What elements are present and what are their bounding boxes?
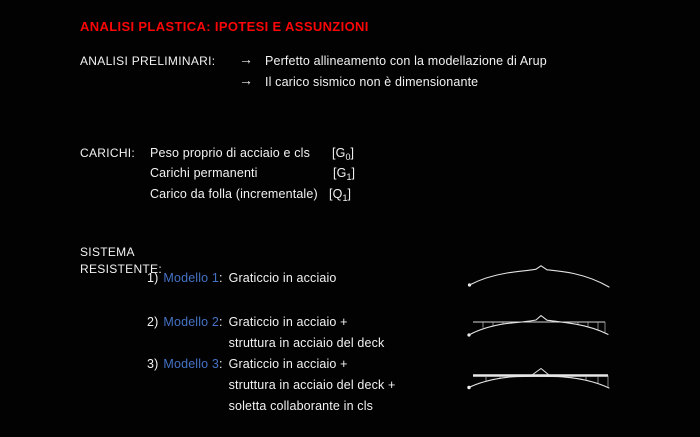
model-line: soletta collaborante in cls — [228, 399, 374, 413]
model-line: struttura in acciaio del deck + — [228, 378, 396, 392]
modello-3-arch-deck-slab-diagram — [467, 367, 610, 390]
load-symbol: [G0] — [332, 146, 355, 162]
preliminari-item: Il carico sismico non è dimensionante — [265, 75, 479, 89]
page-title: ANALISI PLASTICA: IPOTESI E ASSUNZIONI — [80, 19, 369, 34]
carichi-item-text: Carico da folla (incrementale) — [150, 187, 318, 201]
model-number: 2) — [147, 315, 159, 329]
model-line: struttura in acciaio del deck — [228, 336, 385, 350]
model-colon: : — [218, 271, 223, 285]
model-line: Graticcio in acciaio — [228, 271, 337, 285]
preliminari-label: ANALISI PRELIMINARI: — [80, 54, 216, 68]
model-row-1: 1) Modello 1 : Graticcio in acciaio — [147, 268, 337, 289]
model-name: Modello 2 — [163, 315, 219, 329]
model-row-3: 3) Modello 3 : Graticcio in acciaio + st… — [147, 354, 396, 417]
load-symbol: [Q1] — [329, 187, 352, 203]
load-symbol: [G1] — [333, 166, 356, 182]
model-number: 3) — [147, 357, 159, 371]
sistema-label-line2: RESISTENTE: — [80, 262, 162, 276]
arrow-right-icon: → — [239, 51, 254, 67]
arrow-right-icon: → — [239, 72, 254, 88]
carichi-item-text: Carichi permanenti — [150, 166, 258, 180]
modello-1-arch-diagram — [467, 265, 610, 288]
carichi-item-text: Peso proprio di acciaio e cls — [150, 146, 310, 160]
model-colon: : — [218, 315, 223, 329]
carichi-label: CARICHI: — [80, 146, 136, 160]
model-row-2: 2) Modello 2 : Graticcio in acciaio + st… — [147, 312, 384, 354]
preliminari-item: Perfetto allineamento con la modellazion… — [265, 54, 547, 68]
modello-2-arch-deck-diagram — [467, 314, 609, 337]
model-line: Graticcio in acciaio + — [228, 315, 348, 329]
model-number: 1) — [147, 271, 159, 285]
model-name: Modello 3 — [163, 357, 219, 371]
sistema-label-line1: SISTEMA — [80, 245, 135, 259]
model-name: Modello 1 — [163, 271, 219, 285]
model-colon: : — [218, 357, 223, 371]
model-line: Graticcio in acciaio + — [228, 357, 348, 371]
